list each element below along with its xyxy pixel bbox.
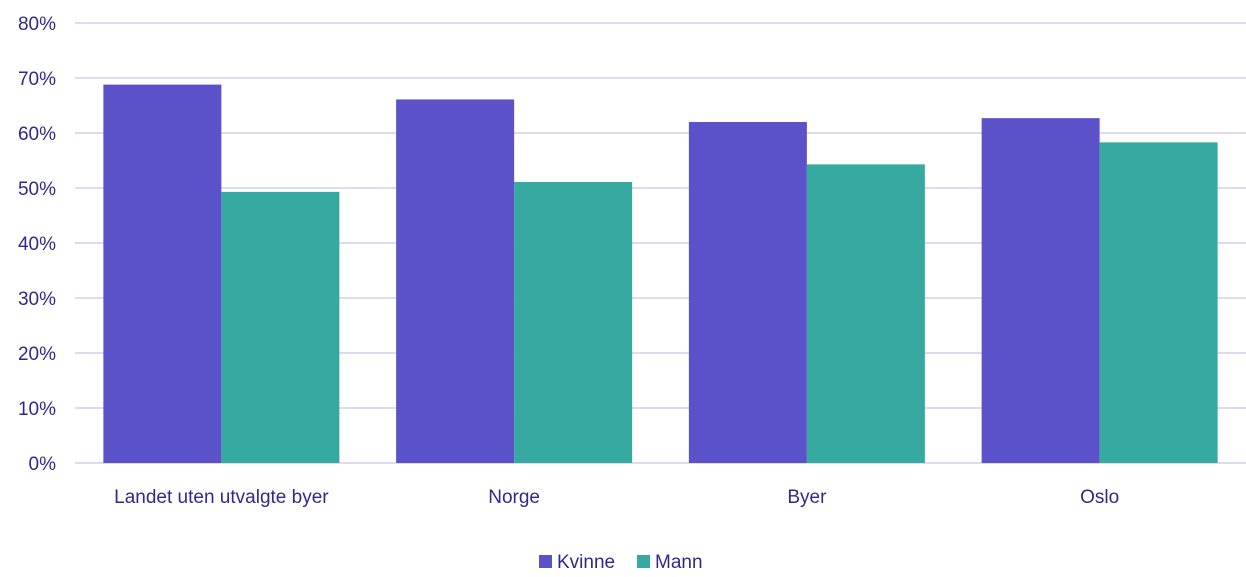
y-tick-label: 0%	[29, 454, 57, 475]
x-category-label: Norge	[488, 487, 540, 508]
x-category-label: Byer	[787, 487, 827, 508]
bar-kvinne	[103, 84, 222, 463]
bar-mann	[806, 164, 925, 463]
bar-kvinne	[981, 118, 1100, 464]
legend-swatch-kvinne	[539, 555, 552, 568]
bars	[103, 84, 1218, 464]
y-tick-label: 70%	[18, 69, 56, 90]
y-tick-label: 10%	[18, 399, 56, 420]
legend: Kvinne Mann	[539, 552, 703, 573]
x-category-label: Oslo	[1080, 487, 1119, 508]
y-tick-label: 20%	[18, 344, 56, 365]
y-axis-ticks: 0% 10% 20% 30% 40% 50% 60% 70% 80%	[18, 14, 56, 475]
y-tick-label: 30%	[18, 289, 56, 310]
legend-swatch-mann	[637, 555, 650, 568]
x-category-label: Landet uten utvalgte byer	[114, 487, 329, 508]
bar-kvinne	[688, 122, 807, 463]
y-tick-label: 60%	[18, 124, 56, 145]
legend-label-kvinne: Kvinne	[557, 552, 615, 573]
y-tick-label: 40%	[18, 234, 56, 255]
bar-mann	[514, 181, 633, 463]
x-axis-categories: Landet uten utvalgte byer Norge Byer Oslo	[114, 487, 1119, 508]
y-tick-label: 80%	[18, 14, 56, 35]
bar-kvinne	[396, 99, 515, 463]
legend-label-mann: Mann	[655, 552, 703, 573]
bar-mann	[221, 191, 340, 463]
y-tick-label: 50%	[18, 179, 56, 200]
bar-mann	[1099, 142, 1218, 463]
